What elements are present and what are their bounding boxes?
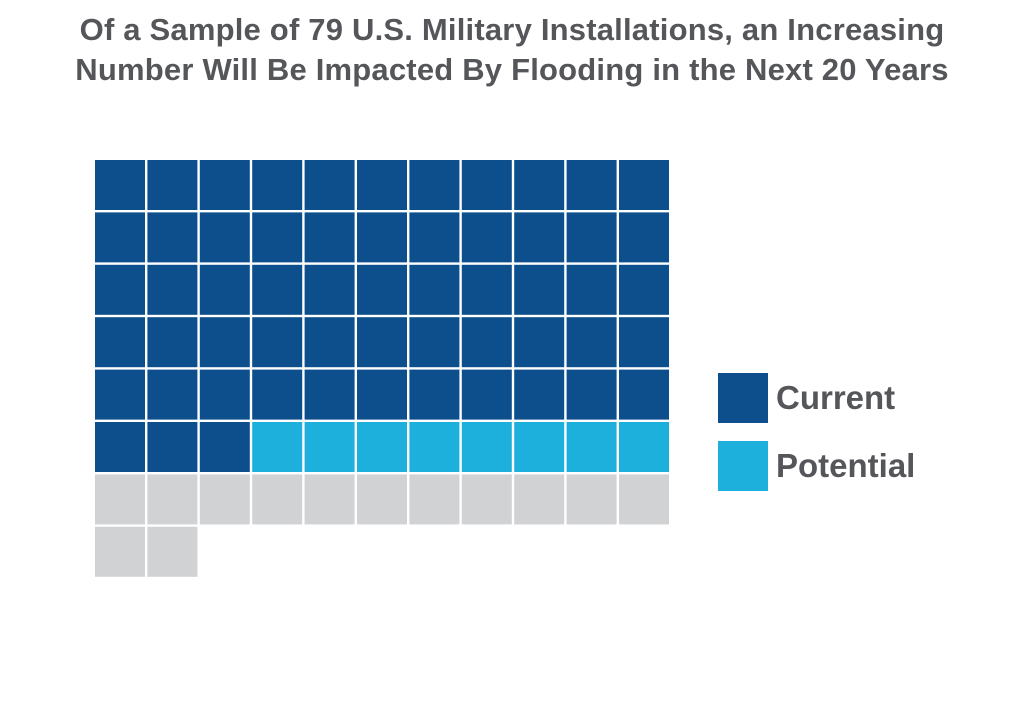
waffle-cell-current <box>304 212 355 263</box>
waffle-cell-remaining <box>252 474 303 525</box>
legend-item-current: Current <box>718 373 895 423</box>
legend-label-potential: Potential <box>776 447 916 484</box>
waffle-cell-current <box>409 369 460 420</box>
waffle-cell-current <box>566 264 617 315</box>
waffle-cell-current <box>461 160 512 210</box>
waffle-cell-remaining <box>95 526 145 577</box>
waffle-cell-current <box>252 369 303 420</box>
waffle-cell-current <box>304 160 355 210</box>
waffle-cell-current <box>619 212 669 263</box>
waffle-cell-remaining <box>357 474 407 525</box>
waffle-cell-remaining <box>199 474 250 525</box>
waffle-cell-current <box>147 317 198 368</box>
legend-label-current: Current <box>776 379 896 416</box>
waffle-cell-current <box>461 264 512 315</box>
waffle-cell-current <box>95 264 145 315</box>
waffle-cell-current <box>95 422 145 472</box>
waffle-cell-current <box>199 369 250 420</box>
legend-item-potential: Potential <box>718 441 915 491</box>
waffle-cell-current <box>461 369 512 420</box>
waffle-cell-current <box>95 160 145 210</box>
waffle-cell-remaining <box>147 526 198 577</box>
waffle-cell-current <box>252 212 303 263</box>
waffle-cell-current <box>409 317 460 368</box>
waffle-cell-current <box>199 160 250 210</box>
waffle-cell-current <box>95 317 145 368</box>
waffle-cell-current <box>252 317 303 368</box>
chart-title-line-2: Number Will Be Impacted By Flooding in t… <box>75 52 949 87</box>
waffle-cell-current <box>619 160 669 210</box>
waffle-cell-current <box>147 212 198 263</box>
waffle-cell-potential <box>619 422 669 472</box>
waffle-cell-current <box>514 212 565 263</box>
waffle-cell-current <box>619 317 669 368</box>
waffle-cell-current <box>566 212 617 263</box>
chart-title-line-1: Of a Sample of 79 U.S. Military Installa… <box>79 12 945 47</box>
waffle-cell-current <box>514 369 565 420</box>
waffle-cell-remaining <box>95 474 145 525</box>
waffle-cell-current <box>357 264 407 315</box>
waffle-cell-current <box>199 264 250 315</box>
waffle-cell-current <box>409 160 460 210</box>
waffle-cell-current <box>304 264 355 315</box>
legend-swatch-current <box>718 373 768 423</box>
waffle-cell-current <box>199 317 250 368</box>
waffle-cell-current <box>566 369 617 420</box>
waffle-cell-potential <box>514 422 565 472</box>
waffle-cell-current <box>147 264 198 315</box>
waffle-cell-current <box>147 160 198 210</box>
waffle-cell-current <box>199 212 250 263</box>
waffle-cell-potential <box>409 422 460 472</box>
waffle-cell-current <box>461 212 512 263</box>
waffle-cell-current <box>304 369 355 420</box>
waffle-cell-current <box>514 264 565 315</box>
waffle-cell-current <box>514 317 565 368</box>
waffle-cell-remaining <box>409 474 460 525</box>
waffle-cell-current <box>252 160 303 210</box>
waffle-cell-current <box>252 264 303 315</box>
waffle-cell-current <box>619 264 669 315</box>
waffle-cell-potential <box>461 422 512 472</box>
chart-title: Of a Sample of 79 U.S. Military Installa… <box>0 10 1024 90</box>
waffle-cell-current <box>566 317 617 368</box>
waffle-cell-current <box>514 160 565 210</box>
waffle-cell-potential <box>304 422 355 472</box>
waffle-cell-current <box>304 317 355 368</box>
waffle-cell-current <box>619 369 669 420</box>
waffle-cell-current <box>95 369 145 420</box>
waffle-cell-potential <box>357 422 407 472</box>
waffle-cell-current <box>199 422 250 472</box>
waffle-cell-current <box>409 212 460 263</box>
waffle-cell-current <box>147 422 198 472</box>
waffle-cell-remaining <box>619 474 669 525</box>
waffle-cell-current <box>566 160 617 210</box>
waffle-cell-potential <box>252 422 303 472</box>
waffle-cell-remaining <box>566 474 617 525</box>
waffle-cell-current <box>461 317 512 368</box>
waffle-cell-potential <box>566 422 617 472</box>
legend-swatch-potential <box>718 441 768 491</box>
waffle-cell-current <box>357 369 407 420</box>
waffle-cell-remaining <box>461 474 512 525</box>
waffle-cell-current <box>357 212 407 263</box>
waffle-cell-remaining <box>514 474 565 525</box>
waffle-cell-current <box>147 369 198 420</box>
waffle-cell-remaining <box>304 474 355 525</box>
waffle-cell-remaining <box>147 474 198 525</box>
waffle-cell-current <box>95 212 145 263</box>
waffle-cell-current <box>357 160 407 210</box>
waffle-cell-current <box>409 264 460 315</box>
waffle-cell-current <box>357 317 407 368</box>
